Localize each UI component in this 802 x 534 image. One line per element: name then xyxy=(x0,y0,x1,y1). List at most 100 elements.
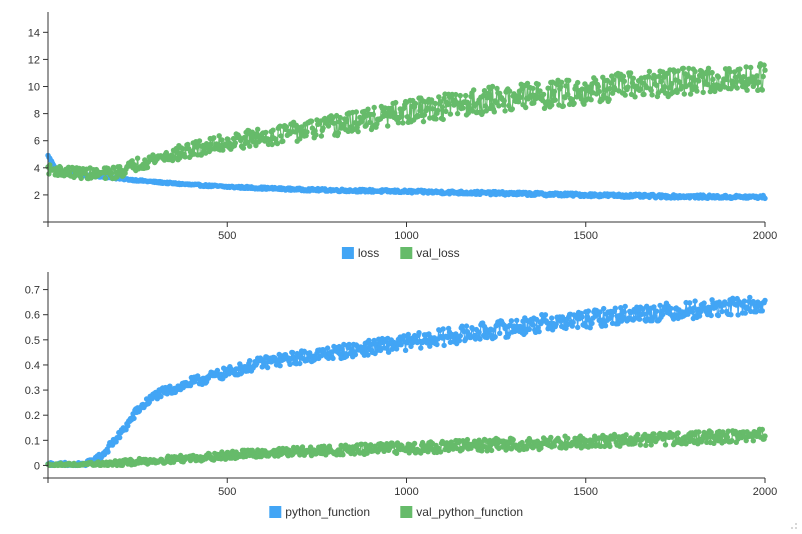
val-python-function-point xyxy=(411,440,418,447)
y-tick-label: 0.2 xyxy=(25,410,40,422)
val-loss-point xyxy=(247,143,253,149)
val-loss-point xyxy=(497,90,503,97)
val-loss-point xyxy=(641,91,647,98)
val-loss-point xyxy=(453,91,459,98)
python-function-legend[interactable]: python_function val_python_function xyxy=(269,505,523,519)
val-loss-point xyxy=(537,88,543,94)
val-python-function-point xyxy=(637,442,644,448)
python-function-point xyxy=(405,331,411,338)
y-tick-label: 10 xyxy=(28,82,40,94)
val-loss-point xyxy=(517,94,523,101)
val-loss-point xyxy=(337,114,343,121)
python-function-point xyxy=(264,364,271,371)
python-function-point xyxy=(549,315,555,321)
val-loss-point xyxy=(630,75,636,82)
legend-item-python-function[interactable]: python_function xyxy=(269,505,370,519)
val-loss-point xyxy=(632,94,638,100)
val-loss-point xyxy=(465,110,471,116)
python-function-point xyxy=(492,334,498,340)
loss-legend[interactable]: loss val_loss xyxy=(341,246,460,260)
val-python-function-point xyxy=(351,451,358,457)
python-function-point xyxy=(277,363,283,369)
python-function-point xyxy=(490,327,497,333)
python-function-point xyxy=(131,415,137,422)
y-tick-label: 0.4 xyxy=(25,360,40,372)
x-tick-label: 500 xyxy=(218,230,236,242)
val-loss-point xyxy=(744,87,750,93)
python-function-point xyxy=(105,449,111,455)
python-function-point xyxy=(536,328,542,335)
python-function-point xyxy=(759,308,765,314)
val-loss-point xyxy=(335,130,342,136)
legend-item-val-python-function[interactable]: val_python_function xyxy=(400,505,523,519)
python-function-point xyxy=(330,355,336,362)
legend-swatch xyxy=(269,506,282,518)
val-loss-point xyxy=(558,84,564,90)
val-python-function-point xyxy=(479,448,485,454)
python-function-point xyxy=(597,309,603,315)
val-loss-point xyxy=(359,119,365,125)
val-loss-point xyxy=(374,121,380,127)
val-loss-point xyxy=(445,101,451,108)
val-python-function-point xyxy=(538,445,544,451)
val-loss-point xyxy=(494,85,500,92)
val-loss-point xyxy=(535,81,541,88)
python-function-point xyxy=(696,313,703,319)
val-loss-point xyxy=(506,88,513,94)
val-loss-point xyxy=(649,92,655,98)
val-loss-point xyxy=(545,85,551,91)
val-loss-point xyxy=(674,89,680,96)
python-function-point xyxy=(627,310,634,316)
legend-label: loss xyxy=(358,246,379,260)
python-function-point xyxy=(158,393,164,400)
legend-swatch xyxy=(400,247,413,259)
python-function-point xyxy=(579,314,585,320)
val-loss-point xyxy=(515,99,522,105)
python-function-point xyxy=(553,321,559,327)
legend-swatch xyxy=(341,247,354,259)
val-loss-point xyxy=(694,88,700,94)
val-loss-point xyxy=(463,92,469,99)
val-loss-point xyxy=(627,70,634,76)
val-loss-point xyxy=(318,133,325,139)
val-loss-point xyxy=(558,79,565,86)
val-loss-point xyxy=(715,74,722,80)
val-python-function-point xyxy=(708,429,714,436)
loss-axes: 2 4 6 8 10 12 14 500 1000 1500 2000 xyxy=(28,12,777,242)
val-loss-point xyxy=(566,77,572,84)
val-python-function-point xyxy=(437,449,444,455)
val-loss-point xyxy=(540,91,547,98)
python-function-point xyxy=(728,312,734,318)
legend-item-val-loss[interactable]: val_loss xyxy=(400,246,460,260)
python-function-point xyxy=(762,297,768,304)
val-loss-point xyxy=(609,90,616,96)
python-function-point xyxy=(497,330,503,336)
python-function-point xyxy=(753,309,759,315)
python-function-axes: 0 0.1 0.2 0.3 0.4 0.5 0.6 0.7 500 1000 1500 2000 xyxy=(25,272,777,498)
val-loss-point xyxy=(320,125,326,131)
val-python-function-point xyxy=(750,438,756,444)
val-loss-point xyxy=(304,129,310,135)
python-function-point xyxy=(453,331,459,337)
python-function-point xyxy=(434,341,440,348)
python-function-point xyxy=(402,347,409,353)
python-function-point xyxy=(660,311,666,318)
val-loss-point xyxy=(232,140,238,146)
val-python-function-point xyxy=(662,442,669,448)
python-function-point xyxy=(476,329,482,335)
val-loss-point xyxy=(471,87,477,93)
val-loss-point xyxy=(278,133,284,139)
val-loss-point xyxy=(496,103,502,109)
val-loss-point xyxy=(457,92,463,99)
val-loss-point xyxy=(501,98,507,104)
val-python-function-point xyxy=(506,440,513,446)
val-loss-point xyxy=(249,129,255,135)
y-tick-label: 6 xyxy=(34,136,40,148)
python-function-point xyxy=(575,324,581,331)
val-loss-point xyxy=(687,81,693,88)
val-loss-point xyxy=(270,127,276,133)
resize-grip-icon[interactable] xyxy=(791,523,797,529)
val-python-function-point xyxy=(459,446,465,453)
python-function-point xyxy=(742,310,748,316)
legend-item-loss[interactable]: loss xyxy=(341,246,379,260)
